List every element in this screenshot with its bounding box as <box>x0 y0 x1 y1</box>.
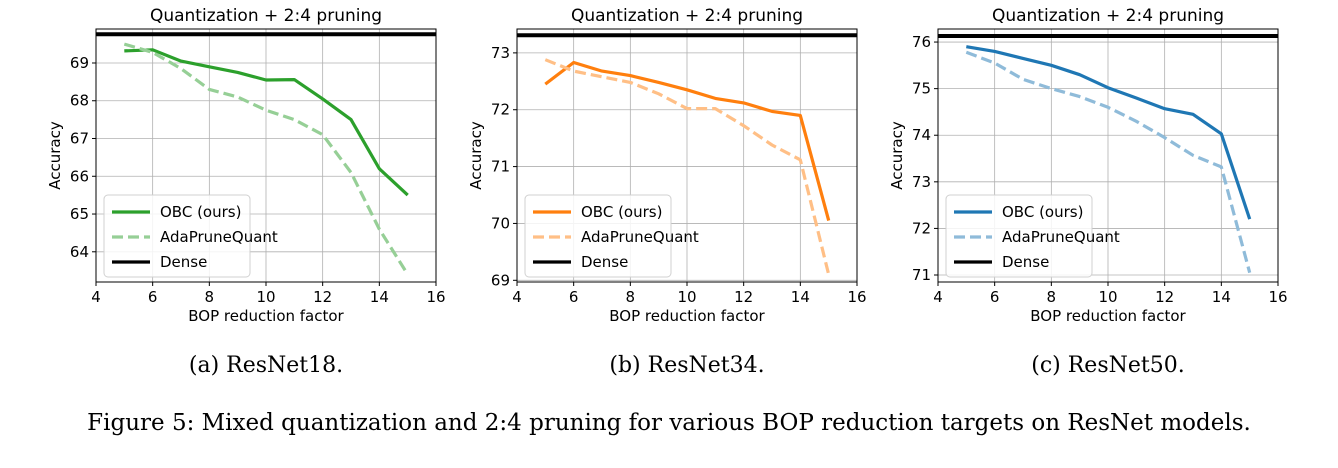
legend-box <box>945 194 1093 278</box>
x-tick-label: 8 <box>1047 288 1057 306</box>
chart-panel-3: 4 6 8 10 12 14 16 71 72 73 74 75 76 Quantization + 2:… <box>888 6 1288 378</box>
x-axis-label: BOP reduction factor <box>188 307 344 325</box>
x-tick-label: 10 <box>1098 288 1117 306</box>
y-tick-label: 64 <box>70 243 89 261</box>
x-tick-label: 12 <box>313 288 332 306</box>
y-axis-label: Accuracy <box>467 121 485 190</box>
legend-entry-obc-label: OBC (ours) <box>581 203 662 221</box>
x-tick-label: 6 <box>569 288 579 306</box>
adaprunequant-series-line <box>965 50 1252 274</box>
y-tick-label: 75 <box>912 80 931 98</box>
panel-caption: (a) ResNet18. <box>189 353 343 378</box>
y-tick-label: 68 <box>70 92 89 110</box>
x-axis-label: BOP reduction factor <box>1030 307 1186 325</box>
figure-caption: Figure 5: Mixed quantization and 2:4 pru… <box>87 410 1251 436</box>
panel-caption: (b) ResNet34. <box>609 353 764 378</box>
y-tick-label: 66 <box>70 167 89 185</box>
legend-entry-obc-label: OBC (ours) <box>160 203 241 221</box>
x-tick-label: 16 <box>847 288 866 306</box>
legend-entry-obc-label: OBC (ours) <box>1002 203 1083 221</box>
x-tick-label: 6 <box>148 288 158 306</box>
legend-box <box>103 194 251 278</box>
y-tick-label: 76 <box>912 33 931 51</box>
y-axis-label: Accuracy <box>888 121 906 190</box>
y-tick-label: 71 <box>491 158 510 176</box>
legend-entry-adaprunequant-label: AdaPruneQuant <box>1002 228 1120 246</box>
legend-entry-adaprunequant-label: AdaPruneQuant <box>160 228 278 246</box>
x-tick-label: 12 <box>734 288 753 306</box>
y-tick-label: 74 <box>912 126 931 144</box>
adaprunequant-series-line <box>123 42 410 276</box>
x-tick-label: 8 <box>626 288 636 306</box>
legend-entry-dense-label: Dense <box>581 253 628 271</box>
legend-entry-dense-label: Dense <box>1002 253 1049 271</box>
x-tick-label: 16 <box>1268 288 1287 306</box>
y-tick-label: 69 <box>491 271 510 289</box>
x-tick-label: 4 <box>933 288 943 306</box>
x-tick-label: 16 <box>426 288 445 306</box>
x-tick-label: 14 <box>370 288 389 306</box>
chart-title: Quantization + 2:4 pruning <box>150 6 382 26</box>
y-tick-label: 72 <box>912 219 931 237</box>
legend: OBC (ours) AdaPruneQuant Dense <box>524 194 699 278</box>
x-tick-label: 6 <box>990 288 1000 306</box>
x-tick-label: 14 <box>791 288 810 306</box>
y-tick-label: 73 <box>912 173 931 191</box>
x-tick-label: 10 <box>677 288 696 306</box>
legend-entry-dense-label: Dense <box>160 253 207 271</box>
x-tick-label: 4 <box>91 288 101 306</box>
legend-entry-adaprunequant-label: AdaPruneQuant <box>581 228 699 246</box>
y-tick-label: 73 <box>491 44 510 62</box>
chart-title: Quantization + 2:4 pruning <box>992 6 1224 26</box>
x-tick-label: 10 <box>256 288 275 306</box>
x-tick-label: 4 <box>512 288 522 306</box>
chart-panel-2: 4 6 8 10 12 14 16 69 70 71 72 73 Quantization + 2:4 … <box>467 6 867 378</box>
y-tick-label: 67 <box>70 130 89 148</box>
y-tick-label: 70 <box>491 214 510 232</box>
obc-series-line <box>966 45 1252 220</box>
adaprunequant-series-line <box>544 58 831 275</box>
legend-box <box>524 194 672 278</box>
legend: OBC (ours) AdaPruneQuant Dense <box>945 194 1120 278</box>
obc-series-line <box>544 60 831 222</box>
x-tick-label: 8 <box>205 288 215 306</box>
x-tick-label: 12 <box>1155 288 1174 306</box>
obc-series-line <box>124 48 409 197</box>
y-tick-label: 65 <box>70 205 89 223</box>
x-tick-label: 14 <box>1212 288 1231 306</box>
y-axis-label: Accuracy <box>46 121 64 190</box>
y-tick-label: 72 <box>491 101 510 119</box>
chart-title: Quantization + 2:4 pruning <box>571 6 803 26</box>
panel-caption: (c) ResNet50. <box>1031 353 1184 378</box>
y-tick-label: 71 <box>912 266 931 284</box>
x-axis-label: BOP reduction factor <box>609 307 765 325</box>
y-tick-label: 69 <box>70 54 89 72</box>
legend: OBC (ours) AdaPruneQuant Dense <box>103 194 278 278</box>
